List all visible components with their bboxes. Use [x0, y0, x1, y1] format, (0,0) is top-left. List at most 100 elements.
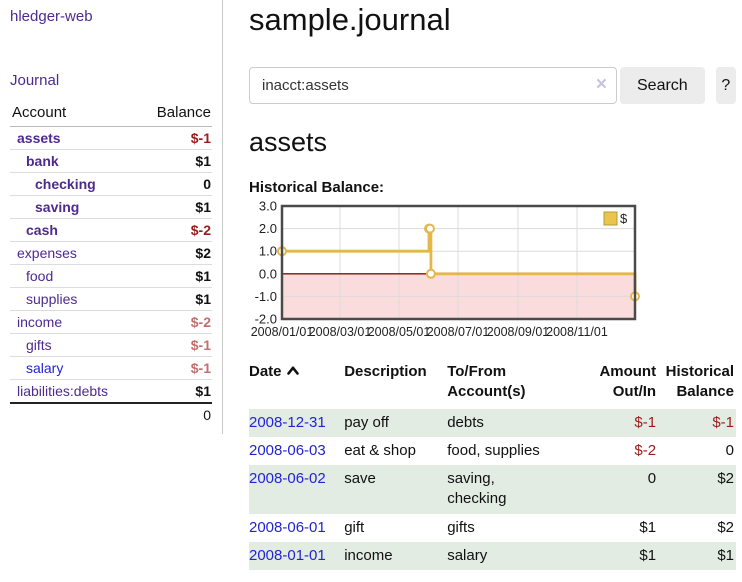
account-row: saving $1	[10, 195, 212, 219]
account-link[interactable]: assets	[17, 130, 61, 146]
column-header-date[interactable]: Date	[249, 359, 344, 409]
account-cell: bank	[10, 149, 138, 173]
sidebar: hledger-web Journal Account Balance asse…	[0, 0, 223, 434]
transaction-row: 2008-01-01 income salary $1 $1	[249, 541, 736, 570]
account-cell: saving	[10, 195, 138, 219]
txn-date-cell: 2008-06-02	[249, 465, 345, 514]
transactions-table: Date Description To/From Account(s) Amou…	[249, 359, 736, 570]
spacer	[10, 402, 138, 426]
account-cell: assets	[10, 126, 138, 150]
txn-date-cell: 2008-12-31	[249, 408, 345, 437]
txn-description: gift	[344, 518, 365, 536]
txn-date-link[interactable]: 2008-06-03	[249, 441, 326, 459]
txn-date-cell: 2008-01-01	[249, 541, 345, 570]
sidebar-item-journal[interactable]: Journal	[10, 72, 60, 89]
account-row: salary $-1	[10, 356, 212, 380]
account-row: gifts $-1	[10, 333, 212, 357]
sort-ascending-icon	[286, 366, 299, 375]
svg-text:3.0: 3.0	[259, 201, 277, 214]
account-link[interactable]: cash	[26, 222, 58, 238]
account-cell: gifts	[10, 333, 138, 357]
transaction-row: 2008-06-02 save saving, checking 0 $2	[249, 465, 736, 514]
account-balance: $1	[137, 149, 212, 173]
account-cell: salary	[10, 356, 138, 380]
txn-date-link[interactable]: 2008-01-01	[249, 546, 326, 564]
account-row: liabilities:debts $1	[10, 379, 212, 404]
txn-date-link[interactable]: 2008-06-02	[249, 470, 326, 487]
txn-accounts: debts	[447, 408, 595, 437]
search-button[interactable]: Search	[620, 67, 705, 104]
txn-amount: 0	[594, 465, 665, 514]
account-cell: liabilities:debts	[10, 379, 138, 404]
account-balance: $1	[137, 195, 212, 219]
accounts-header-account: Account	[10, 102, 138, 127]
txn-amount: $1	[594, 541, 665, 570]
accounts-table: Account Balance assets $-1 bank $1 check…	[10, 102, 212, 426]
account-link[interactable]: expenses	[17, 245, 77, 261]
account-balance: $-1	[137, 126, 212, 150]
account-balance: $2	[137, 241, 212, 265]
account-link[interactable]: saving	[35, 199, 80, 215]
account-link[interactable]: supplies	[26, 291, 78, 307]
account-row: food $1	[10, 264, 212, 288]
accounts-header-balance: Balance	[137, 102, 212, 127]
historical-balance-chart: $3.0 2.0 1.0 0.0 -1.0 -2.0 2008/01/01 2008/03/0…	[249, 201, 736, 345]
sidebar-account-rows: assets $-1 bank $1 checking 0 saving $1 …	[10, 126, 212, 404]
svg-text:2.0: 2.0	[259, 221, 277, 236]
svg-text:2008/09/01: 2008/09/01	[487, 325, 550, 339]
column-header-accounts: To/From Account(s)	[447, 363, 526, 401]
brand-link[interactable]: hledger-web	[10, 8, 93, 25]
account-link[interactable]: checking	[35, 176, 96, 192]
txn-description: pay off	[344, 408, 448, 437]
txn-date-link[interactable]: 2008-06-01	[249, 518, 326, 536]
account-link[interactable]: salary	[26, 360, 64, 376]
account-balance: $-2	[137, 218, 212, 242]
search-input[interactable]	[249, 67, 617, 104]
main-panel: sample.journal × Search ? assets Histori…	[223, 0, 742, 570]
transaction-row: 2008-06-01 gift gifts $1 $2	[249, 514, 736, 542]
transactions-header-row: Date Description To/From Account(s) Amou…	[249, 359, 736, 409]
svg-text:2008/11/01: 2008/11/01	[546, 325, 608, 339]
column-header-balance: Historical Balance	[665, 363, 734, 401]
txn-balance: $-1	[664, 408, 736, 437]
account-cell: checking	[10, 172, 138, 196]
transaction-row: 2008-06-03 eat & shop food, supplies $-2…	[249, 437, 736, 465]
account-balance: $-1	[137, 333, 212, 357]
txn-description: save	[344, 465, 448, 514]
txn-accounts: food, supplies	[447, 441, 540, 459]
page-title: sample.journal	[249, 2, 451, 37]
search-bar: × Search ?	[249, 67, 736, 104]
chart-canvas: $3.0 2.0 1.0 0.0 -1.0 -2.02008/01/012008/03/0…	[251, 201, 640, 339]
account-row: assets $-1	[10, 126, 212, 150]
txn-balance: $1	[664, 541, 736, 570]
account-cell: cash	[10, 218, 138, 242]
account-link[interactable]: food	[26, 268, 54, 284]
column-header-description: Description	[344, 363, 427, 380]
sidebar-total-value: 0	[137, 402, 212, 426]
txn-amount: $-1	[594, 408, 665, 437]
account-balance: $1	[137, 379, 212, 404]
account-row: expenses $2	[10, 241, 212, 265]
txn-date-cell: 2008-06-01	[249, 514, 344, 542]
txn-accounts: gifts	[447, 518, 475, 536]
txn-amount: $1	[639, 518, 657, 536]
account-row: bank $1	[10, 149, 212, 173]
help-button[interactable]: ?	[715, 67, 736, 104]
svg-text:-1.0: -1.0	[255, 289, 277, 304]
account-link[interactable]: bank	[26, 153, 59, 169]
column-header-amount: Amount Out/In	[599, 363, 657, 401]
account-balance: 0	[137, 172, 212, 196]
account-cell: supplies	[10, 287, 138, 311]
svg-text:2008/05/01: 2008/05/01	[368, 325, 431, 339]
account-link[interactable]: liabilities:debts	[17, 383, 109, 399]
account-balance: $1	[137, 264, 212, 288]
clear-search-icon[interactable]: ×	[595, 74, 607, 95]
account-balance: $-2	[137, 310, 212, 334]
account-row: supplies $1	[10, 287, 212, 311]
svg-text:-2.0: -2.0	[255, 312, 277, 327]
account-link[interactable]: income	[17, 314, 63, 330]
svg-text:$: $	[620, 211, 628, 226]
account-link[interactable]: gifts	[26, 337, 52, 353]
account-row: cash $-2	[10, 218, 212, 242]
txn-date-link[interactable]: 2008-12-31	[249, 413, 326, 431]
